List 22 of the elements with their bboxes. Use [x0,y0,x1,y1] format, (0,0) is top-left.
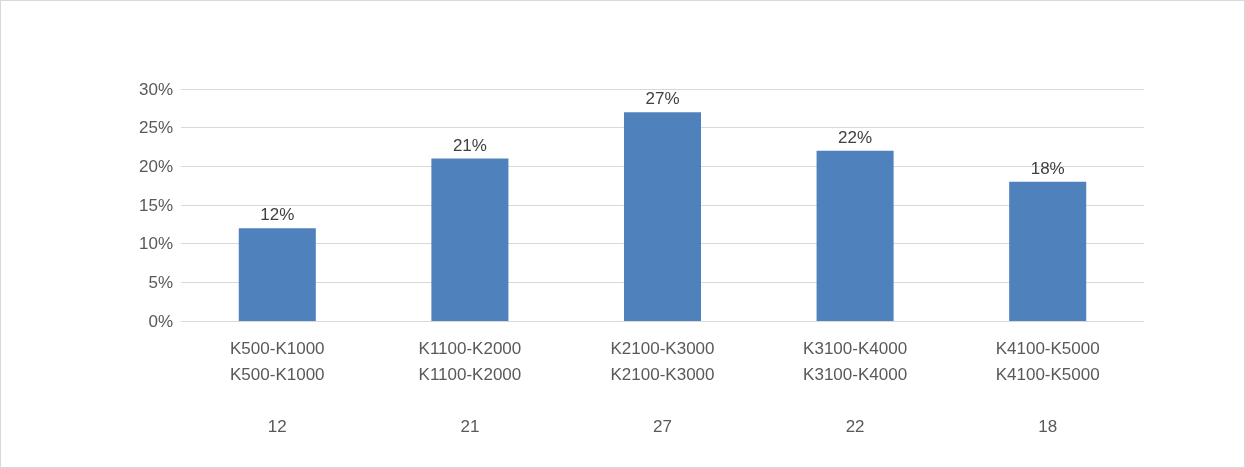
bar [816,150,894,321]
y-tick-label: 15% [138,195,173,215]
data-label: 12% [260,205,295,225]
category-label: K500-K1000 K500-K1000 12 [230,338,325,436]
data-label: 21% [452,135,487,155]
data-label: 22% [838,127,873,147]
y-tick-label: 20% [138,156,173,176]
category-label: K4100-K5000 K4100-K5000 18 [995,338,1100,436]
y-tick-label: 30% [138,79,173,99]
y-tick-label: 10% [138,234,173,254]
y-tick-label: 0% [148,311,173,331]
y-tick-label: 25% [138,118,173,138]
bar [431,158,509,321]
bar [623,112,702,321]
category-label: K3100-K4000 K3100-K4000 22 [803,338,908,436]
data-label: 27% [645,89,680,109]
y-tick-label: 5% [148,272,173,292]
category-label: K2100-K3000 K2100-K3000 27 [610,338,715,436]
data-label: 18% [1030,158,1065,178]
bar [238,228,316,321]
bar [1009,181,1087,321]
category-label: K1100-K2000 K1100-K2000 21 [418,338,522,436]
